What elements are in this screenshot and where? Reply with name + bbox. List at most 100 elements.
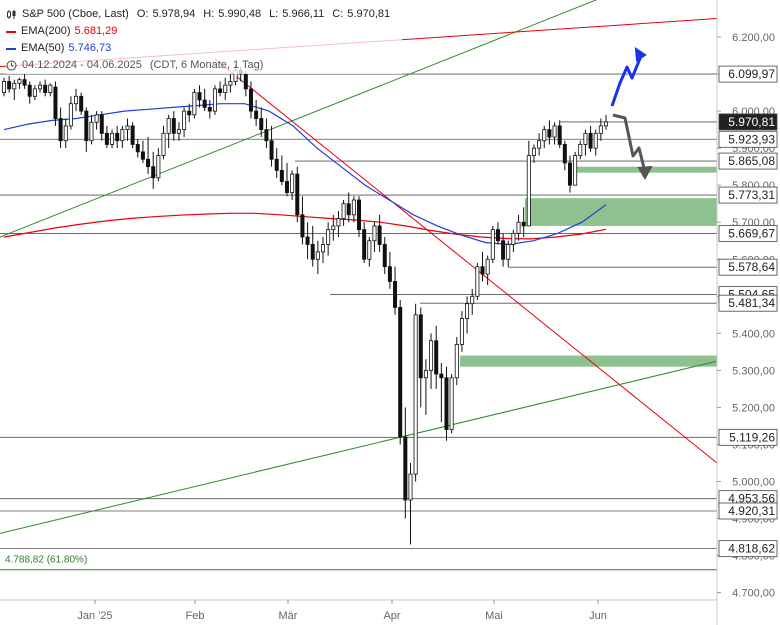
trendline-green [0, 360, 718, 534]
candle-body [578, 144, 583, 156]
level-price-label: 6.099,97 [728, 67, 775, 81]
level-price-tag [718, 152, 778, 170]
legend-period-row: 04.12.2024 - 04.06.2025 (CDT, 6 Monate, … [6, 57, 398, 74]
candle-body [89, 121, 94, 142]
candle-body [557, 125, 562, 145]
candle-body [351, 199, 356, 216]
level-price-tag [718, 258, 778, 276]
candle-body [151, 166, 156, 179]
candle-body [32, 88, 37, 97]
candle-body [470, 295, 475, 305]
bullish-scenario-arrow [610, 55, 643, 107]
candle-body [22, 79, 27, 86]
support-zone [525, 198, 717, 226]
candle-body [48, 84, 53, 93]
x-tick-label: Feb [186, 610, 205, 622]
ema200-swatch [6, 30, 16, 33]
legend-ema50-row: EMA(50) 5.746,73 [6, 40, 398, 57]
y-tick-label: 5.400,00 [732, 328, 775, 340]
candle-body [465, 303, 470, 319]
candle-body [511, 232, 516, 245]
high-value: 5.990,48 [218, 8, 262, 20]
candle-body [120, 129, 125, 142]
candle-body [125, 125, 130, 131]
candle-body [171, 118, 176, 134]
candle-body [341, 203, 346, 219]
trendline-red [214, 58, 718, 464]
candle-body [377, 225, 382, 245]
period-range: 04.12.2024 - 04.06.2025 [22, 59, 142, 71]
candle-body [305, 236, 310, 245]
period-info: (CDT, 6 Monate, 1 Tag) [149, 59, 264, 71]
candle-body [403, 436, 408, 501]
trendline-green [0, 0, 598, 238]
candle-body [475, 266, 480, 297]
candle-body [506, 244, 511, 260]
candle-body [99, 114, 104, 134]
level-price-label: 5.865,08 [728, 154, 775, 168]
candle-body [393, 281, 398, 308]
candle-body [17, 79, 22, 84]
candle-body [212, 88, 217, 112]
candle-body [264, 129, 269, 142]
candle-body [434, 340, 439, 375]
candle-body [331, 225, 336, 231]
candle-body [439, 373, 444, 379]
candle-body [454, 344, 459, 379]
candle-body [290, 173, 295, 193]
candle-body [53, 86, 58, 119]
open-label: O: [136, 8, 149, 20]
level-price-tag [718, 540, 778, 558]
candle-body [598, 125, 603, 134]
candle-body [218, 88, 223, 93]
candle-body [583, 132, 588, 145]
candle-body [567, 162, 572, 186]
x-tick-label: Mär [279, 610, 298, 622]
candle-body [495, 229, 500, 242]
candle-body [161, 132, 166, 156]
current-price-tag [718, 113, 778, 131]
candle-body [449, 377, 454, 431]
level-price-tag [718, 428, 778, 446]
candle-body [367, 240, 372, 260]
candle-body [259, 118, 264, 131]
level-price-label: 5.970,81 [728, 115, 775, 129]
fib-level-label: 4.788,82 (61.80%) [5, 555, 87, 566]
level-price-tag [718, 65, 778, 83]
candle-body [326, 229, 331, 245]
candle-body [588, 132, 593, 149]
candle-body [372, 225, 377, 242]
candle-body [223, 84, 228, 93]
candle-body [321, 244, 326, 253]
x-tick-label: Apr [383, 610, 400, 622]
candle-body [135, 144, 140, 153]
candlestick-icon [7, 10, 16, 19]
y-tick-label: 5.000,00 [732, 476, 775, 488]
legend-instrument-row: S&P 500 (Cboe, Last) O: 5.978,94 H: 5.99… [6, 6, 398, 23]
level-price-tag [718, 130, 778, 148]
candle-body [562, 144, 567, 164]
clock-icon [6, 60, 17, 71]
candle-body [284, 181, 289, 193]
level-price-label: 4.818,62 [728, 542, 775, 556]
level-price-tag [718, 225, 778, 242]
candle-body [408, 473, 413, 501]
candle-body [274, 158, 279, 171]
candle-body [346, 203, 351, 216]
candle-body [480, 266, 485, 275]
legend-ema200-row: EMA(200) 5.681,29 [6, 23, 398, 40]
candle-body [243, 73, 248, 90]
level-price-label: 4.920,31 [728, 504, 775, 518]
candle-body [604, 121, 609, 127]
candle-body [182, 110, 187, 131]
ema200-line [3, 212, 607, 240]
level-price-label: 5.923,93 [728, 132, 775, 146]
candle-body [413, 314, 418, 475]
candle-body [362, 229, 367, 260]
bearish-scenario-arrow [612, 113, 647, 173]
ema200-value: 5.681,29 [74, 25, 118, 37]
candle-body [444, 377, 449, 431]
bullish-arrow-head [634, 47, 647, 62]
candle-body [516, 221, 521, 234]
